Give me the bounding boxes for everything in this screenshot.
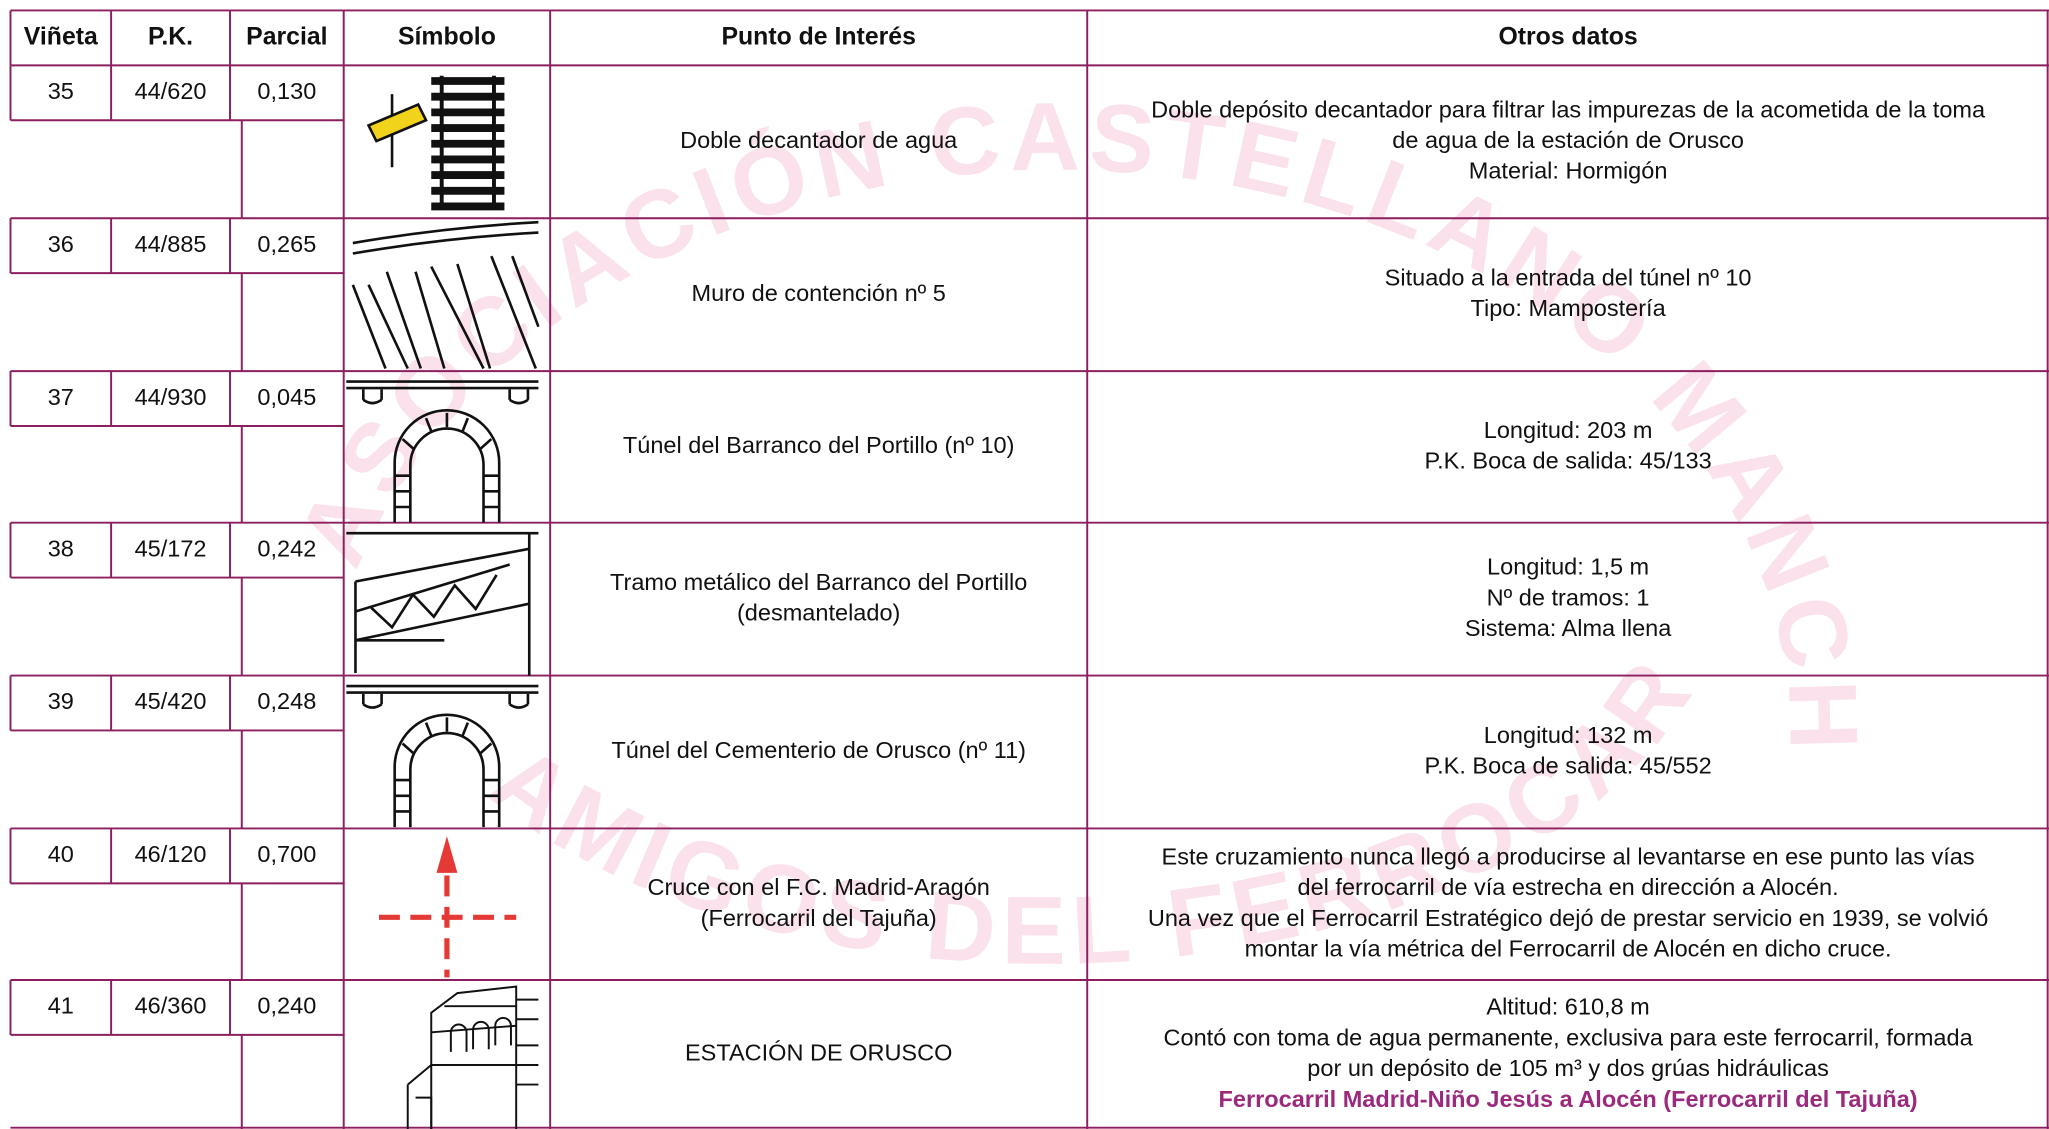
parcial-cell: 0,700 — [257, 841, 316, 867]
cell-text: (desmantelado) — [737, 600, 900, 626]
header-cell: Símbolo — [398, 23, 496, 50]
header-cell: P.K. — [148, 23, 193, 50]
parcial-cell: 0,130 — [257, 78, 316, 104]
header-cell: Parcial — [246, 23, 327, 50]
cell-text: Longitud: 1,5 m — [1487, 554, 1649, 580]
header-cell: Punto de Interés — [721, 23, 915, 50]
cell-text: Doble depósito decantador para filtrar l… — [1151, 96, 1986, 122]
symbol-wall — [351, 220, 540, 370]
vineta-cell: 38 — [48, 535, 74, 561]
cell-text: Una vez que el Ferrocarril Estratégico d… — [1148, 905, 1988, 931]
vineta-cell: 37 — [48, 384, 74, 410]
cell-text: del ferrocarril de vía estrecha en direc… — [1298, 874, 1839, 900]
cell-text: Longitud: 203 m — [1484, 417, 1653, 443]
parcial-cell: 0,045 — [257, 384, 316, 410]
vineta-cell: 39 — [48, 688, 74, 714]
symbol-crossing — [378, 836, 517, 978]
cell-text: de agua de la estación de Orusco — [1392, 127, 1744, 153]
cell-text: Túnel del Cementerio de Orusco (nº 11) — [611, 737, 1026, 763]
header-cell: Otros datos — [1498, 23, 1637, 50]
pk-cell: 45/420 — [135, 688, 207, 714]
symbol-tracks — [366, 75, 505, 211]
cell-text: Tipo: Mampostería — [1471, 295, 1667, 321]
cell-text: Contó con toma de agua permanente, exclu… — [1164, 1024, 1974, 1050]
pk-cell: 46/120 — [135, 841, 207, 867]
cell-text: Cruce con el F.C. Madrid-Aragón — [647, 874, 989, 900]
pk-cell: 44/885 — [135, 231, 207, 257]
cell-text: Longitud: 132 m — [1484, 722, 1653, 748]
cell-text: montar la vía métrica del Ferrocarril de… — [1245, 936, 1892, 962]
parcial-cell: 0,265 — [257, 231, 316, 257]
cell-text: Túnel del Barranco del Portillo (nº 10) — [623, 432, 1015, 458]
parcial-cell: 0,240 — [257, 993, 316, 1019]
cell-text: Doble decantador de agua — [680, 127, 958, 153]
symbols — [345, 75, 540, 1129]
cell-text: Situado a la entrada del túnel nº 10 — [1385, 265, 1752, 291]
cell-text: Material: Hormigón — [1469, 158, 1668, 184]
highlight-text: Ferrocarril Madrid-Niño Jesús a Alocén (… — [1219, 1086, 1918, 1112]
pk-cell: 44/620 — [135, 78, 207, 104]
cell-text: por un depósito de 105 m³ y dos grúas hi… — [1307, 1055, 1829, 1081]
parcial-cell: 0,248 — [257, 688, 316, 714]
vineta-cell: 36 — [48, 231, 74, 257]
symbol-station — [406, 985, 539, 1129]
vineta-cell: 35 — [48, 78, 74, 104]
table-grid — [9, 9, 2049, 1129]
symbol-bridge — [346, 531, 539, 676]
cell-text: Nº de tramos: 1 — [1487, 584, 1650, 610]
vineta-cell: 41 — [48, 993, 74, 1019]
cell-text: (Ferrocarril del Tajuña) — [701, 905, 937, 931]
pk-cell: 46/360 — [135, 993, 207, 1019]
cell-text: Altitud: 610,8 m — [1486, 994, 1649, 1020]
vineta-cell: 40 — [48, 841, 74, 867]
parcial-cell: 0,242 — [257, 535, 316, 561]
cell-text: Muro de contención nº 5 — [692, 280, 946, 306]
cell-text: P.K. Boca de salida: 45/133 — [1424, 447, 1711, 473]
cell-text: Este cruzamiento nunca llegó a producirs… — [1162, 843, 1975, 869]
table-cells: Viñeta P.K. Parcial Símbolo Punto de Interés… — [24, 23, 1989, 1111]
cell-text: Tramo metálico del Barranco del Portillo — [610, 569, 1027, 595]
cell-text: P.K. Boca de salida: 45/552 — [1424, 753, 1711, 779]
pk-cell: 44/930 — [135, 384, 207, 410]
header-cell: Viñeta — [24, 23, 98, 50]
cell-text: ESTACIÓN DE ORUSCO — [685, 1040, 952, 1066]
pk-cell: 45/172 — [135, 535, 207, 561]
cell-text: Sistema: Alma llena — [1465, 615, 1672, 641]
